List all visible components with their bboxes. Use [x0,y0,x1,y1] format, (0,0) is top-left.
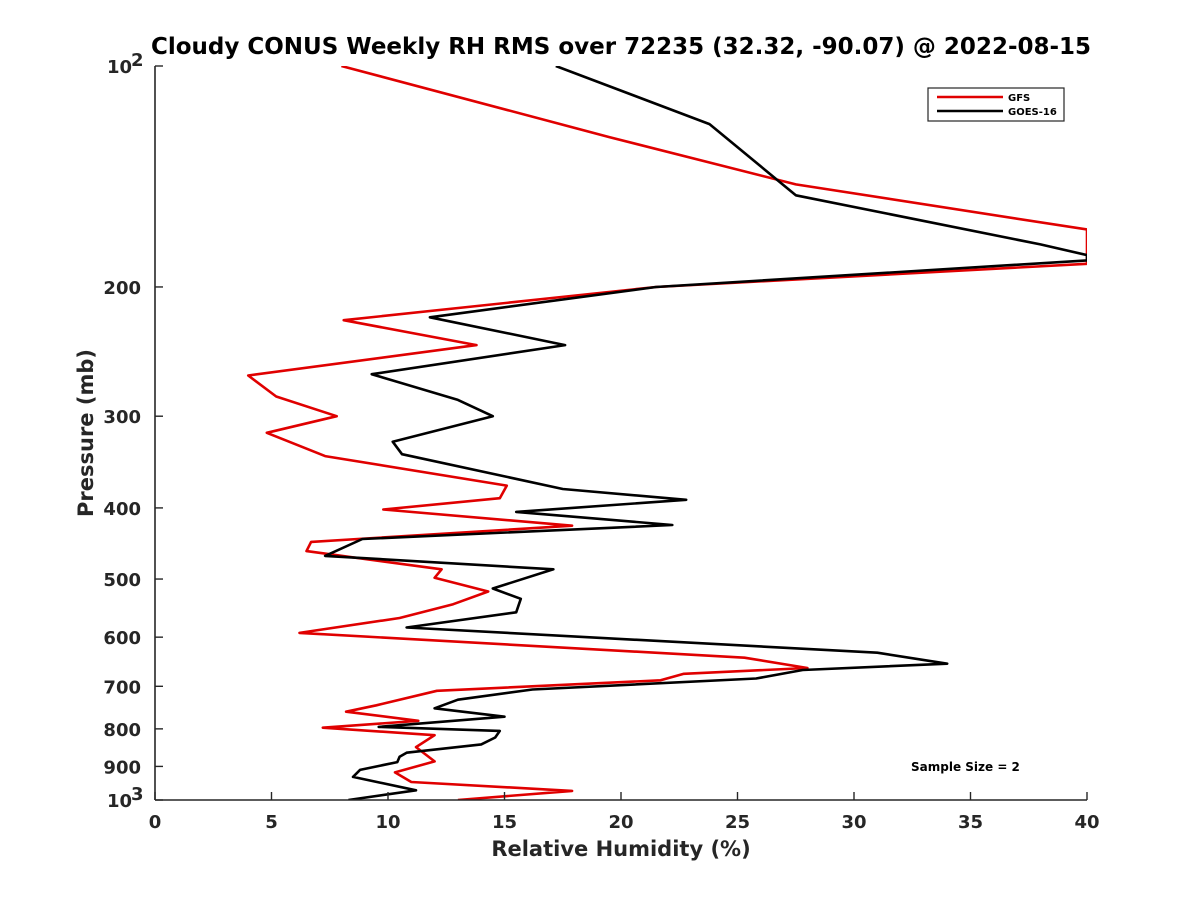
y-tick-label: 10 [107,791,132,812]
y-tick-exponent: 2 [131,50,144,71]
y-tick-label: 400 [103,499,141,520]
x-tick-label: 10 [375,812,400,833]
legend-label-goes16: GOES-16 [1008,107,1057,118]
x-tick-label: 35 [958,812,983,833]
y-tick-label: 10 [107,57,132,78]
sample-size-annotation: Sample Size = 2 [911,760,1020,774]
series-line-gfs [246,66,1087,800]
chart-title: Cloudy CONUS Weekly RH RMS over 72235 (3… [151,34,1091,60]
x-tick-label: 20 [608,812,633,833]
legend: GFS GOES-16 [927,87,1065,122]
y-tick-label: 600 [103,628,141,649]
plot-series-group [246,66,1087,800]
x-axis-ticks: 0 5 10 15 20 25 30 35 40 [149,792,1100,833]
x-tick-label: 40 [1074,812,1099,833]
x-tick-label: 5 [265,812,278,833]
series-line-goes16 [323,66,1087,800]
x-tick-label: 15 [492,812,517,833]
y-tick-label: 800 [103,720,141,741]
y-tick-exponent: 3 [131,784,144,805]
y-tick-label: 900 [103,757,141,778]
y-tick-label: 500 [103,570,141,591]
legend-label-gfs: GFS [1008,93,1030,104]
y-axis-label: Pressure (mb) [74,349,98,517]
legend-box [927,87,1065,122]
y-tick-label: 200 [103,278,141,299]
x-tick-label: 0 [149,812,162,833]
y-tick-label: 300 [103,407,141,428]
y-tick-label: 700 [103,677,141,698]
x-axis-label: Relative Humidity (%) [491,837,750,861]
x-tick-label: 30 [841,812,866,833]
x-tick-label: 25 [725,812,750,833]
